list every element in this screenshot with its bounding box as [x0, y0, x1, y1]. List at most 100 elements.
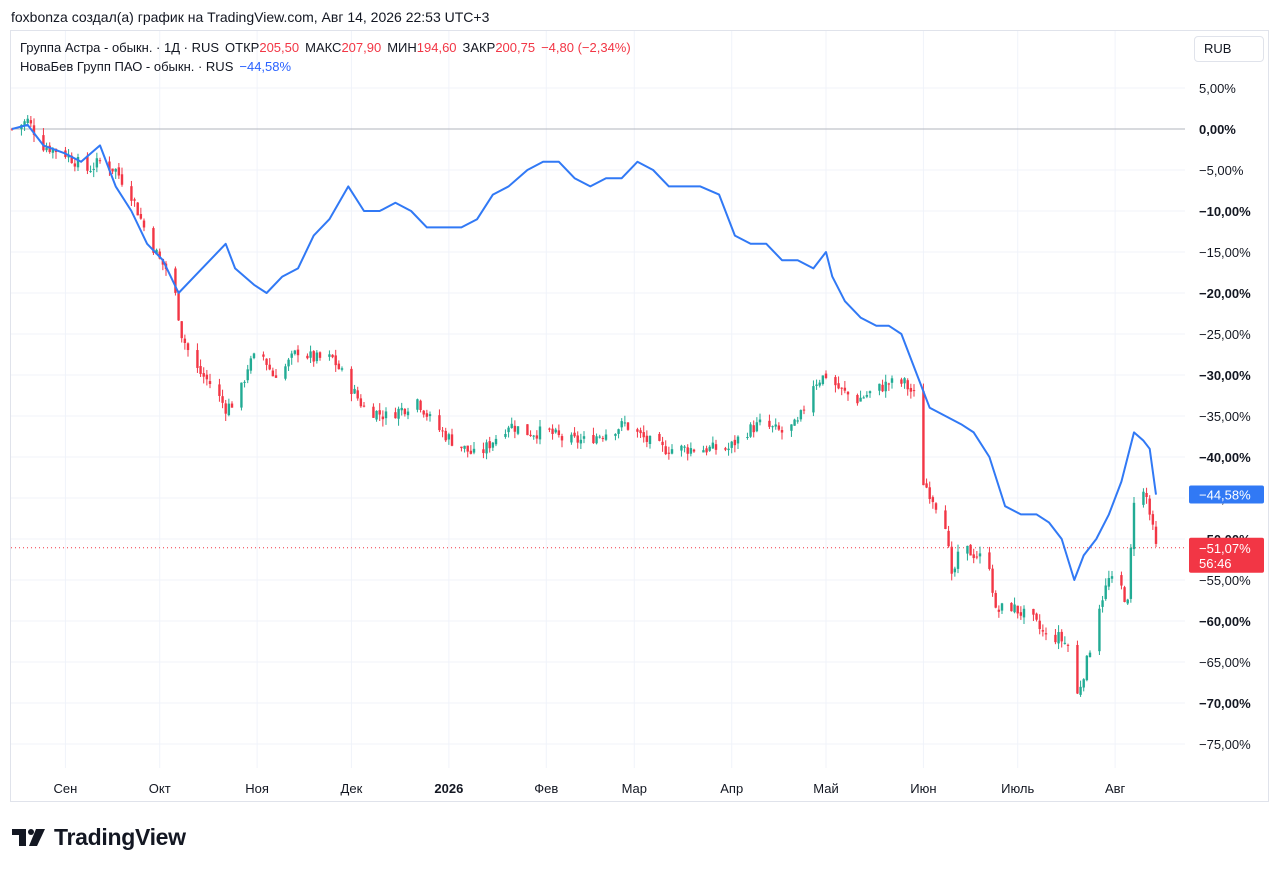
candle-body [573, 432, 576, 437]
candle-body [98, 160, 102, 162]
candle-body [548, 428, 551, 430]
candle-body [337, 363, 341, 370]
candle-body [824, 373, 828, 378]
grid [11, 31, 1185, 768]
legend-change: −4,80 (−2,34%) [541, 40, 631, 55]
candle-body [224, 403, 227, 414]
candle-body [356, 390, 359, 399]
candle-body [359, 398, 363, 407]
candle-body [199, 366, 202, 374]
zero-line [11, 128, 1187, 549]
candle-body [89, 171, 92, 173]
legend-close-label: ЗАКР [462, 40, 496, 55]
candle-body [758, 419, 762, 423]
candle-body [466, 445, 469, 452]
candle-body [887, 383, 891, 385]
candle-body [133, 199, 136, 201]
candle-body [51, 148, 55, 153]
candle-body [988, 552, 991, 569]
candle-body [1142, 491, 1145, 505]
x-tick-label: Май [813, 781, 838, 796]
candle-body [843, 387, 847, 391]
candle-body [183, 338, 187, 343]
y-tick-label: −70,00% [1199, 696, 1251, 711]
candle-body [76, 156, 80, 168]
candle-body [1063, 642, 1067, 644]
candle-body [931, 497, 935, 503]
candle-body [661, 441, 664, 446]
candle-body [1085, 655, 1089, 681]
candle-body [1032, 608, 1035, 615]
tradingview-wordmark: TradingView [54, 823, 186, 850]
candle-body [1066, 644, 1070, 646]
candles [10, 115, 1158, 697]
candle-body [711, 442, 715, 449]
candle-body [884, 381, 887, 392]
candle-body [73, 163, 77, 167]
candle-body [23, 121, 26, 126]
candle-body [293, 350, 297, 354]
candle-body [403, 408, 407, 415]
candle-body [802, 409, 806, 411]
candle-body [598, 436, 601, 438]
candle-body [318, 352, 322, 358]
x-axis: Сен Окт Ноя Дек 2026 Фев Мар Апр Май Июн Июль Авг [54, 781, 1126, 796]
candle-body [208, 381, 212, 384]
candle-body [774, 424, 777, 427]
candle-body [218, 384, 221, 396]
y-tick-label: −30,00% [1199, 368, 1251, 383]
candle-body [1120, 575, 1123, 586]
candle-body [10, 128, 14, 130]
candle-body [196, 350, 199, 368]
candle-body [513, 425, 517, 432]
candle-body [381, 416, 385, 420]
candle-body [463, 445, 466, 449]
y-axis: 5,00% 0,00% −5,00% −10,00% −15,00% −20,00% −25… [1199, 81, 1251, 752]
candle-body [862, 397, 865, 399]
candle-body [472, 448, 476, 453]
candle-body [595, 436, 598, 444]
candle-body [438, 415, 441, 431]
legend-compare[interactable]: НоваБев Групп ПАО - обыкн. · RUS −44,58% [20, 59, 291, 74]
legend-open-label: ОТКР [225, 40, 260, 55]
price-markers: −44,58% −51,07%56:46 [1189, 485, 1264, 573]
tradingview-logo[interactable]: TradingView [12, 822, 186, 852]
candle-body [837, 383, 840, 389]
candle-body [1013, 604, 1016, 613]
x-tick-label: Июн [910, 781, 936, 796]
legend-low-label: МИН [387, 40, 417, 55]
candle-body [1148, 498, 1151, 515]
legend-main[interactable]: Группа Астра - обыкн. · 1Д · RUS ОТКР205,… [20, 40, 631, 55]
candle-body [686, 447, 689, 454]
y-tick-label: −75,00% [1199, 737, 1251, 752]
x-tick-label: Июль [1001, 781, 1034, 796]
candle-body [1145, 492, 1148, 497]
candle-body [1126, 599, 1129, 604]
candle-body [639, 430, 642, 434]
x-tick-label: Окт [149, 781, 171, 796]
y-tick-label: −10,00% [1199, 204, 1251, 219]
candle-body [975, 556, 979, 558]
candle-body [601, 437, 605, 439]
candle-body [956, 551, 960, 569]
candle-body [45, 147, 48, 151]
candle-body [331, 354, 334, 358]
candle-body [727, 448, 730, 451]
currency-button[interactable]: RUB [1194, 36, 1264, 62]
legend-compare-name: НоваБев Групп ПАО - обыкн. · RUS [20, 59, 234, 74]
candle-body [906, 380, 909, 390]
candle-body [670, 449, 674, 454]
candle-body [944, 510, 947, 530]
candle-body [714, 444, 718, 450]
candle-body [538, 426, 542, 440]
candle-body [394, 412, 397, 419]
candle-body [152, 228, 155, 253]
legend-close-value: 200,75 [495, 40, 536, 55]
candle-body [309, 351, 312, 358]
candle-body [32, 125, 36, 135]
candle-body [375, 410, 378, 420]
candle-body [252, 353, 256, 359]
candle-body [186, 343, 190, 351]
countdown-label: 56:46 [1199, 556, 1232, 571]
